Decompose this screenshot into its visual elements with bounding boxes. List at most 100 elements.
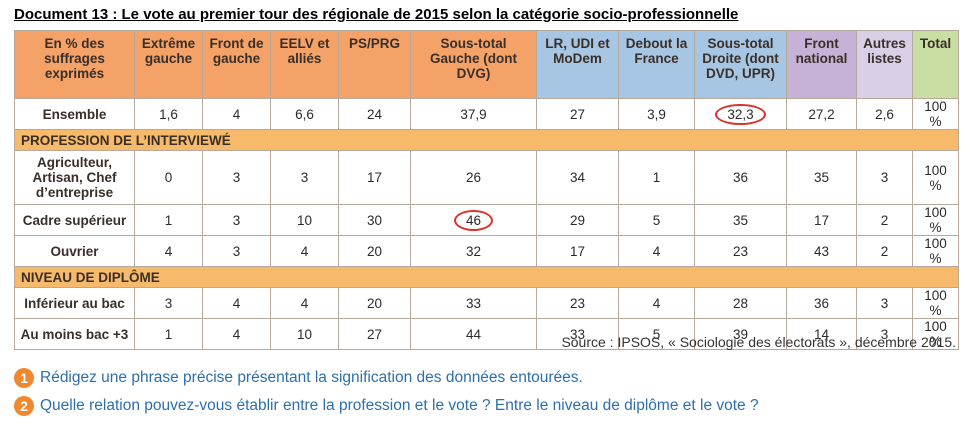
col-header: LR, UDI et MoDem — [536, 30, 619, 99]
table-cell: 44 — [410, 318, 537, 350]
table-cell: 5 — [618, 204, 695, 236]
table-cell: 43 — [786, 235, 857, 267]
table-cell: 100 % — [912, 150, 959, 205]
table-cell: 4 — [270, 287, 339, 319]
question-1: 1 Rédigez une phrase précise présentant l… — [14, 368, 583, 388]
row-label: Inférieur au bac — [14, 287, 135, 319]
row-label: Agriculteur, Artisan, Chef d’entreprise — [14, 150, 135, 205]
circled-value: 32,3 — [715, 103, 766, 125]
table-cell: 20 — [338, 235, 411, 267]
table-cell: 4 — [202, 98, 271, 130]
table-cell: 3 — [856, 318, 913, 350]
table-cell: 10 — [270, 204, 339, 236]
table-cell: 30 — [338, 204, 411, 236]
row-label: Ensemble — [14, 98, 135, 130]
table-cell: 4 — [270, 235, 339, 267]
table-cell: 100 % — [912, 287, 959, 319]
table-cell: 27 — [338, 318, 411, 350]
table-cell: 0 — [134, 150, 203, 205]
table-cell: 4 — [202, 318, 271, 350]
section-label: NIVEAU DE DIPLÔME — [14, 266, 959, 288]
question-number-badge: 2 — [14, 396, 34, 416]
table-cell: 35 — [694, 204, 787, 236]
table-row: Ouvrier 4 3 4 20 32 17 4 23 43 2 100 % — [14, 235, 959, 267]
table-cell: 23 — [536, 287, 619, 319]
table-cell-circled: 32,3 — [694, 98, 787, 130]
col-header: Sous-total Gauche (dont DVG) — [410, 30, 537, 99]
table-cell: 100 % — [912, 235, 959, 267]
table-cell: 17 — [536, 235, 619, 267]
document-title: Document 13 : Le vote au premier tour de… — [14, 6, 739, 23]
source-note: Source : IPSOS, « Sociologie des élector… — [561, 334, 956, 350]
table-cell: 10 — [270, 318, 339, 350]
table-cell: 24 — [338, 98, 411, 130]
row-label: Cadre supérieur — [14, 204, 135, 236]
table-cell: 33 — [410, 287, 537, 319]
circled-value: 46 — [453, 209, 494, 231]
question-number-badge: 1 — [14, 368, 34, 388]
table-cell: 23 — [694, 235, 787, 267]
table-row: Agriculteur, Artisan, Chef d’entreprise 0… — [14, 150, 959, 205]
table-cell: 3 — [856, 287, 913, 319]
table-cell: 28 — [694, 287, 787, 319]
section-row: NIVEAU DE DIPLÔME — [14, 266, 959, 288]
table-cell: 2,6 — [856, 98, 913, 130]
table-body: Ensemble 1,6 4 6,6 24 37,9 27 3,9 32,3 27,2 2,6 100… — [14, 98, 959, 350]
table-cell: 1 — [134, 318, 203, 350]
table-cell: 5 — [618, 318, 695, 350]
table-cell: 100 % — [912, 204, 959, 236]
table-row: Inférieur au bac 3 4 4 20 33 23 4 28 36 3 100 % — [14, 287, 959, 319]
table-cell: 1 — [134, 204, 203, 236]
table-cell: 4 — [202, 287, 271, 319]
table-cell-circled: 46 — [410, 204, 537, 236]
col-header: Debout la France — [618, 30, 695, 99]
table-cell: 3 — [202, 150, 271, 205]
header-label: En % des suffrages exprimés — [14, 30, 135, 99]
col-header: EELV et alliés — [270, 30, 339, 99]
question-text: Rédigez une phrase précise présentant la… — [40, 369, 583, 386]
col-header: Extrême gauche — [134, 30, 203, 99]
question-2: 2 Quelle relation pouvez-vous établir ent… — [14, 396, 759, 416]
table-cell: 17 — [786, 204, 857, 236]
section-label: PROFESSION DE L’INTERVIEWÉ — [14, 129, 959, 151]
table-cell: 26 — [410, 150, 537, 205]
table-cell: 36 — [786, 287, 857, 319]
col-header: Autres listes — [856, 30, 913, 99]
table-row: Cadre supérieur 1 3 10 30 46 29 5 35 17 2 100 % — [14, 204, 959, 236]
table-cell: 29 — [536, 204, 619, 236]
table-cell: 100 % — [912, 318, 959, 350]
table-cell: 27,2 — [786, 98, 857, 130]
table-cell: 3 — [202, 235, 271, 267]
table-cell: 3 — [270, 150, 339, 205]
section-row: PROFESSION DE L’INTERVIEWÉ — [14, 129, 959, 151]
row-label: Ouvrier — [14, 235, 135, 267]
table-cell: 1,6 — [134, 98, 203, 130]
table-cell: 3 — [202, 204, 271, 236]
table-cell: 37,9 — [410, 98, 537, 130]
table-cell: 36 — [694, 150, 787, 205]
table-cell: 34 — [536, 150, 619, 205]
table-cell: 100 % — [912, 98, 959, 130]
table-cell: 4 — [134, 235, 203, 267]
col-header: Sous-total Droite (dont DVD, UPR) — [694, 30, 787, 99]
table-cell: 32 — [410, 235, 537, 267]
table-cell: 20 — [338, 287, 411, 319]
table-cell: 3 — [134, 287, 203, 319]
table-cell: 2 — [856, 204, 913, 236]
table-cell: 3,9 — [618, 98, 695, 130]
table-cell: 33 — [536, 318, 619, 350]
vote-table: En % des suffrages exprimés Extrême gauc… — [14, 30, 959, 350]
table-cell: 3 — [856, 150, 913, 205]
table-cell: 4 — [618, 287, 695, 319]
table-cell: 6,6 — [270, 98, 339, 130]
table-cell: 2 — [856, 235, 913, 267]
row-label: Au moins bac +3 — [14, 318, 135, 350]
table-cell: 1 — [618, 150, 695, 205]
table-cell: 17 — [338, 150, 411, 205]
col-header: Front de gauche — [202, 30, 271, 99]
table-cell: 27 — [536, 98, 619, 130]
table-cell: 35 — [786, 150, 857, 205]
col-header: Front national — [786, 30, 857, 99]
question-text: Quelle relation pouvez-vous établir entr… — [40, 397, 759, 414]
table-cell: 39 — [694, 318, 787, 350]
